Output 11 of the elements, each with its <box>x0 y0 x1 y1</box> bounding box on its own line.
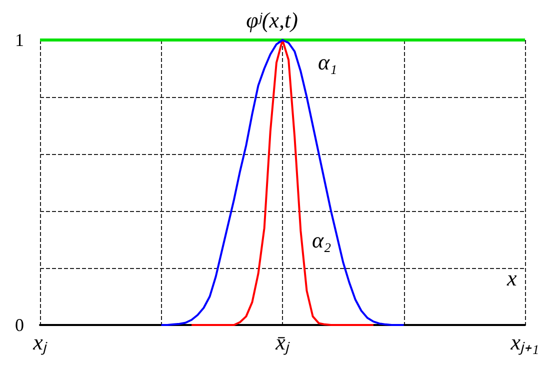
line-series <box>190 39 374 326</box>
y-tick-label: 0 <box>15 315 24 335</box>
annotation: α₁ <box>318 50 338 74</box>
x-axis-title: x <box>506 266 517 290</box>
annotation: α₂ <box>312 228 332 252</box>
line-series <box>160 39 405 326</box>
x-tick-label: x̄ⱼ <box>274 330 290 356</box>
chart-title: φʲ(x,t) <box>246 8 298 32</box>
y-tick-label: 1 <box>15 30 24 50</box>
x-tick-label: xⱼ₊₁ <box>510 330 540 356</box>
x-tick-label: xⱼ <box>32 330 48 356</box>
